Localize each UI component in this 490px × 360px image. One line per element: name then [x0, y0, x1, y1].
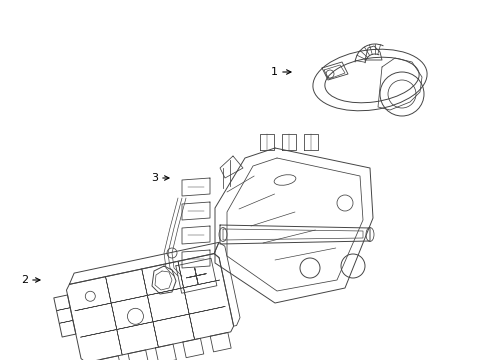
Text: 1: 1	[271, 67, 278, 77]
Text: 2: 2	[21, 275, 28, 285]
Text: 3: 3	[151, 173, 158, 183]
